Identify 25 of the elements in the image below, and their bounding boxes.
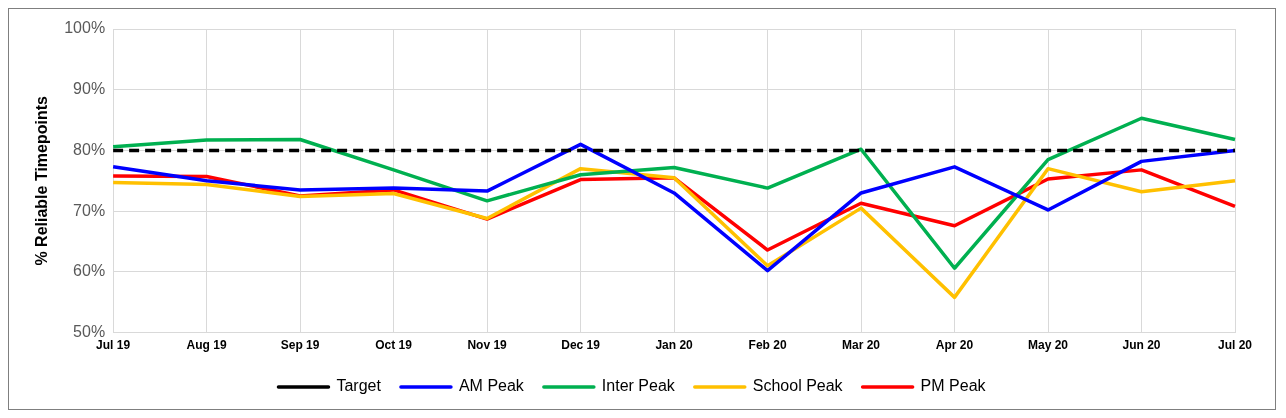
y-tick-label: 50%	[73, 323, 106, 341]
legend-label: Inter Peak	[601, 377, 676, 395]
y-tick-label: 90%	[73, 80, 106, 98]
x-tick-label: Mar 20	[842, 338, 881, 353]
x-tick-label: Nov 19	[467, 338, 508, 353]
y-tick-label: 60%	[73, 262, 106, 280]
x-tick-label: May 20	[1028, 338, 1069, 353]
y-tick-label: 100%	[64, 19, 106, 37]
x-tick-label: Sep 19	[280, 338, 320, 353]
x-tick-label: Apr 20	[935, 338, 974, 353]
x-tick-label: Jul 19	[96, 338, 131, 353]
legend-label: Target	[336, 377, 382, 395]
x-tick-label: Feb 20	[748, 338, 787, 353]
x-tick-label: Jun 20	[1122, 338, 1161, 353]
x-tick-label: Dec 19	[561, 338, 601, 353]
legend-label: PM Peak	[920, 377, 987, 395]
x-tick-label: Oct 19	[375, 338, 413, 353]
legend-label: School Peak	[752, 377, 844, 395]
y-axis-title: % Reliable Timepoints	[33, 95, 51, 266]
y-tick-label: 80%	[73, 140, 106, 158]
x-tick-label: Aug 19	[186, 338, 227, 353]
y-tick-label: 70%	[73, 201, 106, 219]
x-tick-label: Jan 20	[655, 338, 694, 353]
legend-label: AM Peak	[458, 377, 525, 395]
x-tick-label: Jul 20	[1217, 338, 1253, 353]
